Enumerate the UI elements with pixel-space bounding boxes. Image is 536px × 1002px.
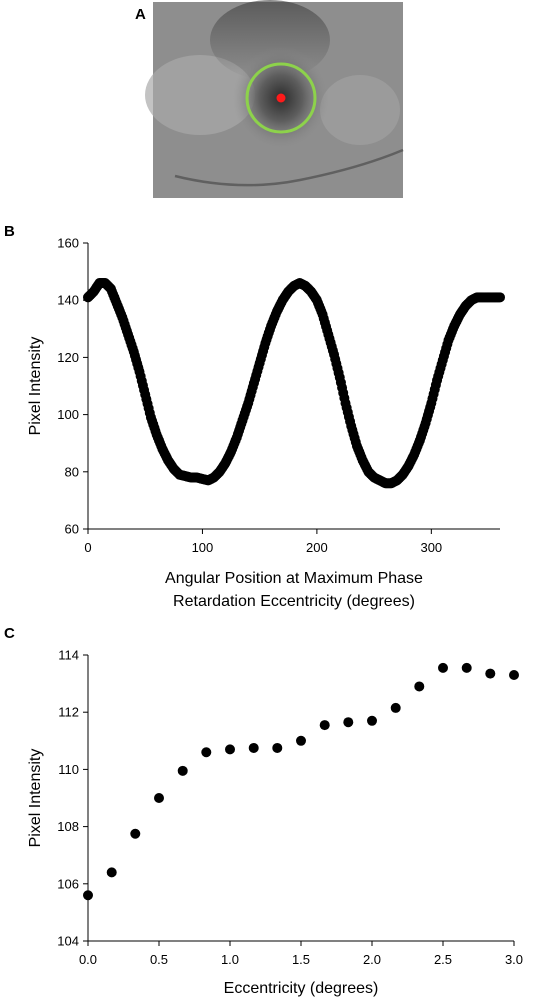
y-tick-label: 110	[58, 762, 79, 777]
panel-a-letter: A	[135, 6, 146, 23]
retina-image	[145, 0, 404, 198]
y-axis-label: Pixel Intensity	[27, 337, 44, 436]
data-point	[201, 747, 212, 758]
data-point	[296, 735, 306, 746]
y-tick-label: 108	[57, 819, 79, 834]
x-tick-label: 2.5	[434, 952, 452, 967]
data-point	[83, 890, 93, 901]
y-tick-label: 120	[57, 350, 79, 365]
y-tick-label: 100	[57, 407, 79, 422]
x-tick-label: 2.0	[363, 952, 381, 967]
y-tick-label: 112	[58, 705, 79, 720]
x-tick-label: 0.5	[150, 952, 168, 967]
data-point	[319, 720, 330, 731]
data-point	[509, 670, 519, 681]
y-tick-label: 106	[57, 876, 79, 891]
measurement-ring	[245, 62, 317, 134]
chart-c: 104 106 108 110 112 114 0.0 0.5 1.0 1.5 2.0 2.5 3.0 P…	[27, 648, 523, 998]
data-point	[106, 867, 117, 878]
y-tick-label: 140	[57, 293, 79, 308]
panel-c-letter: C	[4, 625, 15, 642]
data-point	[390, 702, 401, 713]
data-point	[495, 292, 505, 303]
fovea-center-dot	[276, 93, 286, 103]
y-tick-label: 114	[58, 648, 79, 663]
x-axis-label-line: Retardation Eccentricity (degrees)	[173, 593, 415, 610]
data-point	[225, 744, 235, 755]
x-tick-label: 0	[84, 540, 91, 555]
data-point	[343, 717, 354, 728]
data-point	[438, 662, 448, 673]
y-tick-label: 80	[65, 464, 79, 479]
x-axis-label: Eccentricity (degrees)	[224, 980, 379, 997]
x-tick-label: 300	[420, 540, 442, 555]
y-tick-label: 60	[65, 522, 79, 537]
data-point	[272, 742, 283, 753]
x-tick-label: 3.0	[505, 952, 523, 967]
x-tick-label: 1.5	[292, 952, 310, 967]
data-point	[367, 715, 377, 726]
data-point	[485, 668, 496, 679]
y-axis-label: Pixel Intensity	[27, 749, 44, 848]
retina-bright-region	[145, 55, 255, 135]
x-tick-label: 200	[306, 540, 328, 555]
x-tick-label: 1.0	[221, 952, 239, 967]
data-point	[177, 765, 188, 776]
x-tick-label: 100	[192, 540, 214, 555]
x-tick-label: 0.0	[79, 952, 97, 967]
retinal-vessel	[174, 148, 404, 187]
chart-b: 60 80 100 120 140 160 0 100 200 300 Pixel Intensit…	[27, 236, 505, 610]
panel-b-letter: B	[4, 223, 15, 240]
retina-bright-region-right	[320, 75, 400, 145]
data-point	[414, 681, 425, 692]
y-tick-label: 104	[57, 934, 79, 949]
y-tick-label: 160	[57, 236, 79, 251]
data-point	[248, 742, 259, 753]
data-point	[130, 828, 141, 839]
data-point	[461, 662, 472, 673]
x-axis-label-line: Angular Position at Maximum Phase	[165, 570, 423, 587]
data-point	[154, 793, 164, 803]
